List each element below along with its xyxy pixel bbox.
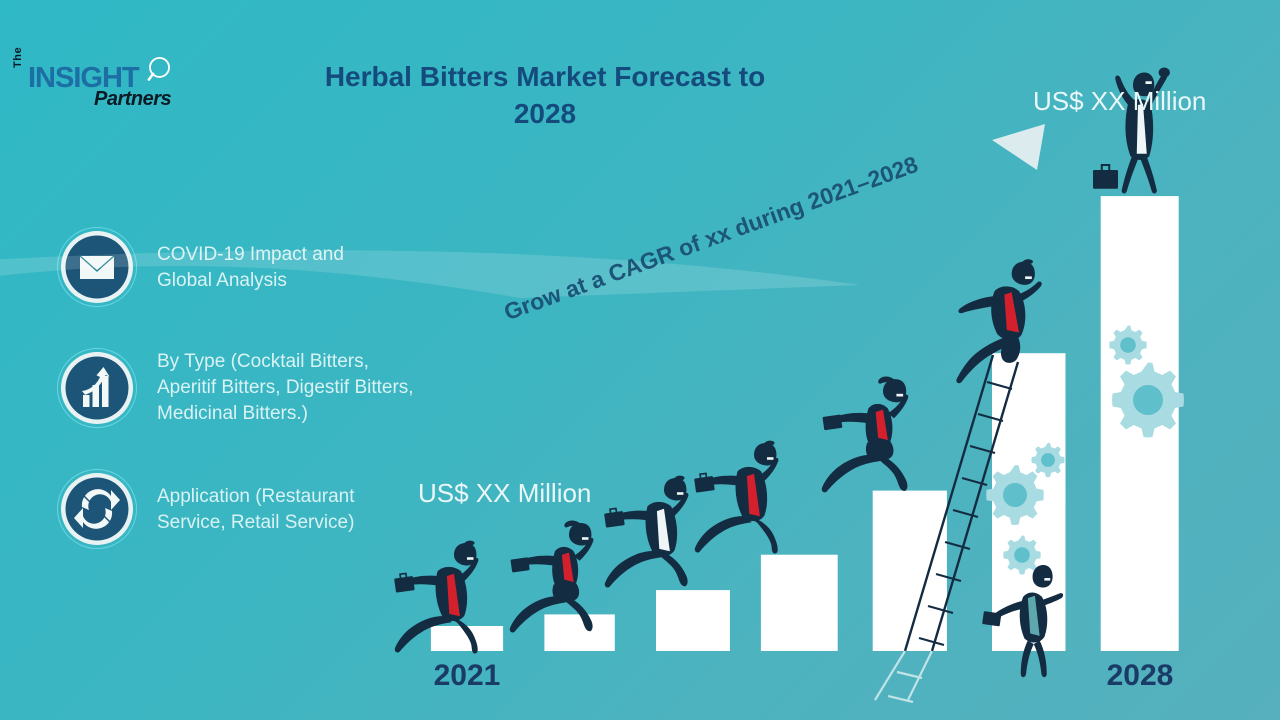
svg-text:2028: 2028 — [1107, 659, 1174, 692]
svg-text:2021: 2021 — [434, 659, 501, 692]
